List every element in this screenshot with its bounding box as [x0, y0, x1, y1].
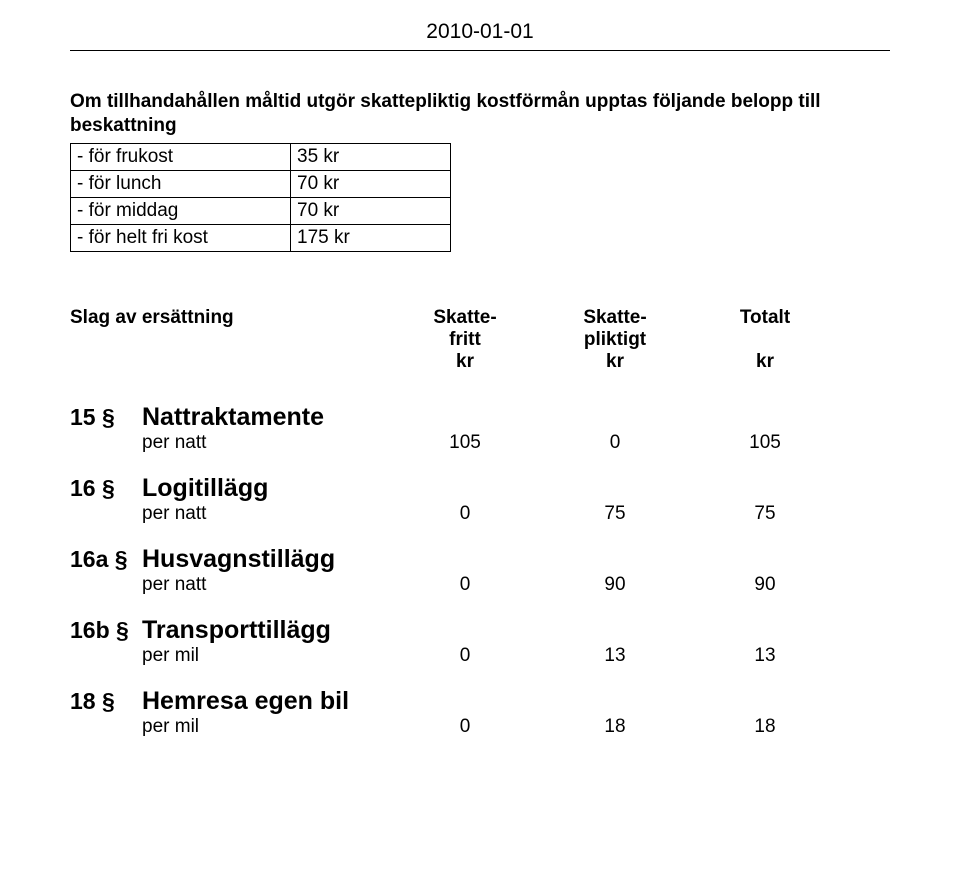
section-title: Logitillägg [142, 474, 268, 503]
section-18: 18 § Hemresa egen bil per mil 0 18 18 [70, 687, 890, 738]
meal-label: - för middag [71, 198, 291, 225]
col-header-3a: Totalt [690, 307, 840, 329]
value-pliktigt: 13 [540, 645, 690, 667]
value-fritt: 0 [390, 503, 540, 525]
value-totalt: 105 [690, 432, 840, 454]
per-label: per natt [142, 574, 390, 596]
meal-label: - för lunch [71, 171, 291, 198]
col-header-3c: kr [690, 351, 840, 373]
per-label: per natt [142, 432, 390, 454]
meal-amount: 70 kr [291, 198, 451, 225]
slag-label: Slag av ersättning [70, 307, 390, 329]
meal-amount: 70 kr [291, 171, 451, 198]
date-header: 2010-01-01 [70, 20, 890, 44]
table-row: - för middag 70 kr [71, 198, 451, 225]
value-totalt: 75 [690, 503, 840, 525]
col-header-1b: fritt [390, 329, 540, 351]
section-number: 16b § [70, 617, 142, 644]
section-15: 15 § Nattraktamente per natt 105 0 105 [70, 403, 890, 454]
table-row: - för frukost 35 kr [71, 144, 451, 171]
value-pliktigt: 18 [540, 716, 690, 738]
section-16: 16 § Logitillägg per natt 0 75 75 [70, 474, 890, 525]
intro-line-1: Om tillhandahållen måltid utgör skattepl… [70, 91, 890, 113]
meal-table: - för frukost 35 kr - för lunch 70 kr - … [70, 143, 451, 252]
section-title: Nattraktamente [142, 403, 324, 432]
intro-line-2: beskattning [70, 115, 890, 137]
col-header-2a: Skatte- [540, 307, 690, 329]
per-label: per natt [142, 503, 390, 525]
value-fritt: 0 [390, 574, 540, 596]
value-totalt: 18 [690, 716, 840, 738]
section-number: 18 § [70, 688, 142, 715]
value-fritt: 0 [390, 645, 540, 667]
section-16b: 16b § Transporttillägg per mil 0 13 13 [70, 616, 890, 667]
section-16a: 16a § Husvagnstillägg per natt 0 90 90 [70, 545, 890, 596]
value-fritt: 0 [390, 716, 540, 738]
section-number: 16 § [70, 475, 142, 502]
meal-label: - för helt fri kost [71, 225, 291, 252]
value-pliktigt: 90 [540, 574, 690, 596]
section-title: Husvagnstillägg [142, 545, 335, 574]
value-fritt: 105 [390, 432, 540, 454]
value-pliktigt: 0 [540, 432, 690, 454]
section-number: 15 § [70, 404, 142, 431]
meal-amount: 35 kr [291, 144, 451, 171]
table-row: - för helt fri kost 175 kr [71, 225, 451, 252]
col-header-2b: pliktigt [540, 329, 690, 351]
value-totalt: 13 [690, 645, 840, 667]
horizontal-rule [70, 50, 890, 51]
value-pliktigt: 75 [540, 503, 690, 525]
section-title: Hemresa egen bil [142, 687, 349, 716]
section-title: Transporttillägg [142, 616, 331, 645]
per-label: per mil [142, 645, 390, 667]
column-header-block: Slag av ersättning Skatte- Skatte- Total… [70, 307, 890, 373]
meal-amount: 175 kr [291, 225, 451, 252]
table-row: - för lunch 70 kr [71, 171, 451, 198]
meal-label: - för frukost [71, 144, 291, 171]
section-number: 16a § [70, 546, 142, 573]
col-header-1a: Skatte- [390, 307, 540, 329]
col-header-2c: kr [540, 351, 690, 373]
col-header-1c: kr [390, 351, 540, 373]
value-totalt: 90 [690, 574, 840, 596]
per-label: per mil [142, 716, 390, 738]
